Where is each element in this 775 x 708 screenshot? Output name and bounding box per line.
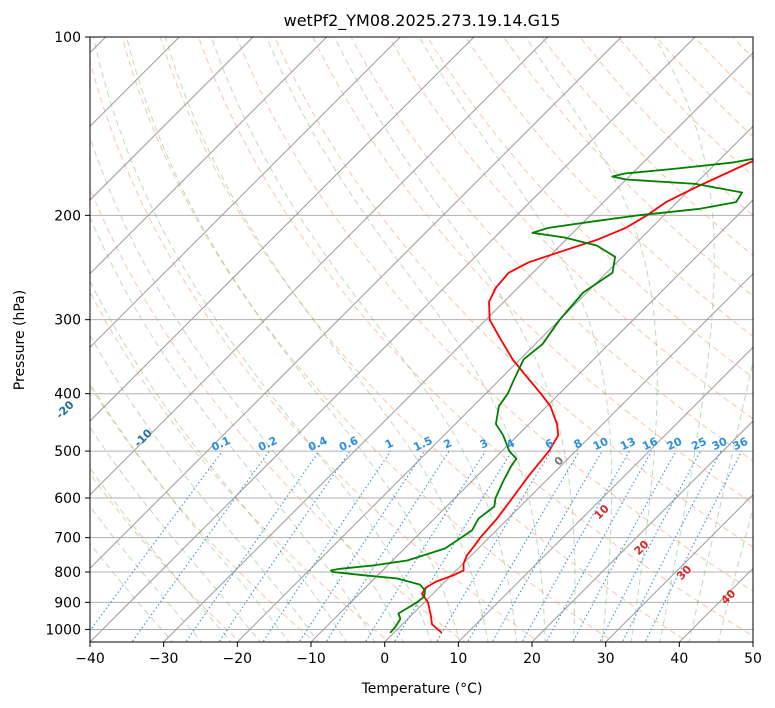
isotherm-line — [531, 420, 753, 642]
isotherm-line — [457, 346, 753, 642]
isotherm-line — [752, 641, 753, 642]
isotherm-line — [90, 37, 328, 275]
y-tick-label: 100 — [54, 30, 81, 46]
moist-adiabat — [90, 279, 347, 642]
dry-adiabat — [90, 291, 391, 642]
moist-adiabat — [90, 467, 232, 642]
dry-adiabat — [312, 37, 753, 505]
isotherm-line — [90, 37, 623, 570]
isotherm-line — [383, 272, 753, 642]
y-tick-label: 500 — [54, 444, 81, 460]
x-tick-label: 30 — [597, 651, 615, 667]
dry-adiabat — [274, 37, 753, 548]
mixing-ratio-label: 20 — [665, 435, 685, 453]
y-tick-label: 300 — [54, 313, 81, 329]
moist-adiabat — [90, 542, 174, 642]
mixing-ratio-line — [393, 450, 513, 642]
isotherm-line — [604, 493, 753, 642]
moist-adiabat — [90, 215, 376, 642]
x-axis-label: Temperature (°C) — [361, 681, 483, 697]
isotherm-line — [90, 37, 402, 349]
mixing-ratio-line — [599, 450, 701, 642]
mixing-ratio-label: 25 — [689, 435, 708, 453]
dry-adiabat — [236, 37, 753, 592]
moist-adiabat — [334, 37, 576, 642]
moist-adiabat — [525, 37, 658, 642]
moist-adiabat — [717, 506, 753, 642]
dewpoint-line — [330, 157, 753, 634]
mixing-ratio-line — [218, 450, 351, 642]
isotherm-line — [162, 51, 753, 642]
x-tick-label: 40 — [670, 651, 688, 667]
moist-adiabat — [90, 426, 261, 642]
y-tick-label: 800 — [54, 565, 81, 581]
moist-adiabat — [164, 37, 489, 642]
plot-frame — [89, 36, 754, 643]
dry-adiabat — [197, 37, 753, 637]
mixing-ratio-line — [262, 450, 392, 642]
y-tick-label: 1000 — [45, 622, 81, 638]
moist-adiabat — [90, 382, 290, 642]
y-axis-label: Pressure (hPa) — [12, 290, 28, 390]
mixing-ratio-line — [185, 450, 320, 642]
mixing-ratio-line — [298, 450, 425, 642]
y-tick-label: 200 — [54, 208, 81, 224]
y-tick-label: 600 — [54, 491, 81, 507]
dry-adiabat — [465, 37, 753, 338]
isotherm-line — [90, 37, 475, 422]
mixing-ratio-label: 16 — [640, 435, 660, 453]
dry-adiabat — [388, 37, 753, 420]
moist-adiabat — [688, 358, 753, 642]
y-tick-label: 700 — [54, 531, 81, 547]
line-labels: 0.10.20.40.611.52346810131620253036-100-… — [0, 363, 751, 607]
x-tick-label: 10 — [449, 651, 467, 667]
dry-adiabat — [758, 24, 775, 645]
isotherm-line — [90, 37, 549, 496]
dry-adiabat — [426, 37, 753, 379]
dry-adiabat — [350, 37, 753, 462]
dry-adiabat — [90, 384, 316, 642]
mixing-ratio-line — [466, 450, 580, 642]
isotherm-line — [310, 199, 753, 642]
sounding-series — [330, 157, 753, 634]
isotherm-line — [236, 125, 753, 642]
moist-adiabat — [210, 37, 518, 642]
mixing-ratio-label: 36 — [731, 435, 751, 453]
mixing-ratio-line — [131, 450, 270, 642]
dry-adiabat — [503, 37, 753, 297]
x-tick-label: −30 — [149, 651, 179, 667]
y-tick-label: 900 — [54, 595, 81, 611]
isotherm-line — [90, 37, 696, 642]
axis-ticks: −40 −30 −20 −10 0 10 20 30 40 50 100 200 300 400 500 60… — [45, 30, 762, 667]
mixing-ratio-line — [325, 450, 450, 642]
mixing-ratio-line — [90, 450, 223, 632]
plot-background — [90, 37, 753, 642]
mixing-ratio-label: 10 — [591, 435, 611, 453]
mixing-ratio-label: 30 — [710, 435, 730, 453]
x-tick-label: 50 — [744, 651, 762, 667]
chart-title: wetPf2_YM08.2025.273.19.14.G15 — [284, 11, 561, 31]
dry-adiabat — [159, 37, 690, 642]
mixing-ratio-label: 13 — [618, 435, 637, 453]
x-tick-label: −20 — [223, 651, 253, 667]
isotherm-line — [90, 37, 254, 201]
temperature-line — [421, 159, 753, 634]
y-tick-label: 400 — [54, 387, 81, 403]
x-tick-label: −40 — [75, 651, 105, 667]
moist-adiabat — [654, 37, 715, 642]
mixing-ratio-line — [572, 450, 677, 642]
x-tick-label: 20 — [523, 651, 541, 667]
moist-adiabat — [90, 334, 319, 642]
dry-adiabat — [90, 59, 540, 642]
mixing-ratio-line — [364, 450, 486, 642]
dry-adiabat — [90, 472, 241, 642]
mixing-ratio-line — [621, 450, 722, 642]
x-tick-label: −10 — [296, 651, 326, 667]
moist-adiabat — [90, 505, 203, 642]
moist-adiabat — [266, 37, 546, 642]
x-tick-label: 0 — [380, 651, 389, 667]
